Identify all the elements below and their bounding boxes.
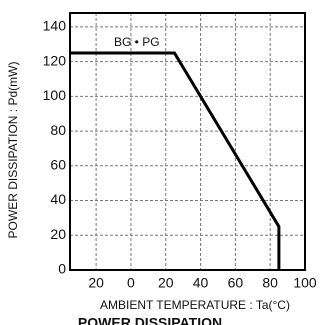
x-tick-label: 100 xyxy=(293,275,317,291)
y-tick-label: 40 xyxy=(50,191,66,207)
x-tick-label: 60 xyxy=(228,275,244,291)
y-tick-label: 0 xyxy=(58,261,66,277)
x-tick-label: 20 xyxy=(88,275,104,291)
chart-title: POWER DISSIPATION xyxy=(78,315,222,325)
x-axis-label: AMBIENT TEMPERATURE : Ta(°C) xyxy=(100,298,290,312)
x-tick-label: 80 xyxy=(262,275,278,291)
y-tick-label: 140 xyxy=(43,18,67,34)
x-tick-label: 20 xyxy=(158,275,174,291)
x-tick-label: 0 xyxy=(127,275,135,291)
y-tick-label: 100 xyxy=(43,87,67,103)
y-axis-label: POWER DISSIPATION : Pd(mW) xyxy=(6,62,20,239)
x-tick-label: 40 xyxy=(193,275,209,291)
y-tick-label: 80 xyxy=(50,122,66,138)
y-tick-label: 60 xyxy=(50,157,66,173)
data-line xyxy=(70,51,281,270)
annotation: BG • PG xyxy=(114,35,160,49)
y-tick-label: 20 xyxy=(50,226,66,242)
y-tick-label: 120 xyxy=(43,52,67,68)
plot-frame xyxy=(69,12,306,271)
